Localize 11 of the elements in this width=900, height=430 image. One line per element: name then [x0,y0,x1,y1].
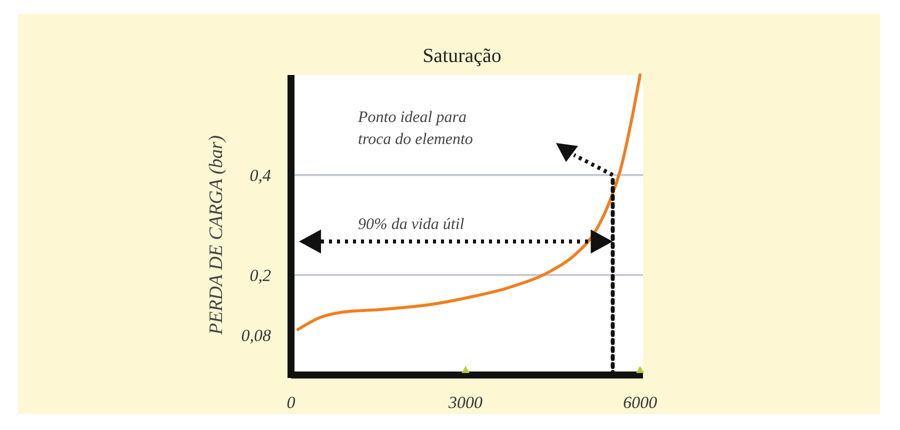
chart-title: Saturação [422,45,502,67]
x-tick-label: 3000 [448,393,484,412]
x-tick-label: 0 [286,393,296,412]
x-tick-label: 6000 [623,393,658,412]
y-axis-title: PERDA DE CARGA (bar) [206,135,227,336]
line-series [296,74,642,331]
y-tick-label: 0,08 [241,326,272,345]
annotation: Ponto ideal para troca do elemento [357,109,473,148]
y-tick-label: 0,2 [250,266,272,285]
y-tick-label: 0,4 [250,166,272,185]
annotation: 90% da vida útil [358,216,465,233]
